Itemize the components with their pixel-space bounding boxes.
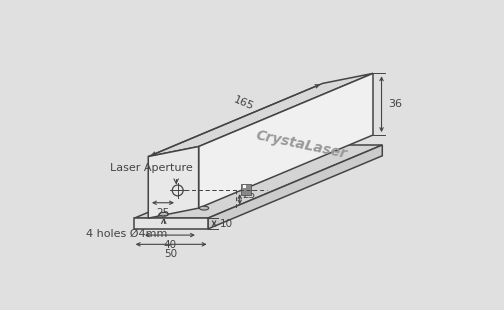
Text: 25: 25 (156, 208, 170, 218)
Text: 50: 50 (164, 249, 178, 259)
FancyBboxPatch shape (243, 185, 246, 188)
Text: 4 holes Ø4mm: 4 holes Ø4mm (86, 219, 168, 239)
Text: 165: 165 (231, 95, 255, 112)
Text: 36: 36 (388, 99, 402, 109)
Polygon shape (134, 145, 383, 218)
Polygon shape (199, 73, 373, 208)
Polygon shape (148, 73, 373, 157)
Ellipse shape (200, 206, 209, 210)
FancyBboxPatch shape (241, 184, 251, 195)
Text: CrystaLaser: CrystaLaser (255, 128, 348, 161)
Polygon shape (208, 145, 383, 229)
Ellipse shape (159, 212, 168, 216)
Text: 10: 10 (220, 219, 233, 228)
Text: 40: 40 (163, 240, 176, 250)
Text: Laser Aperture: Laser Aperture (109, 163, 192, 183)
Polygon shape (134, 218, 208, 229)
Polygon shape (148, 147, 199, 218)
Text: 25: 25 (242, 190, 255, 201)
